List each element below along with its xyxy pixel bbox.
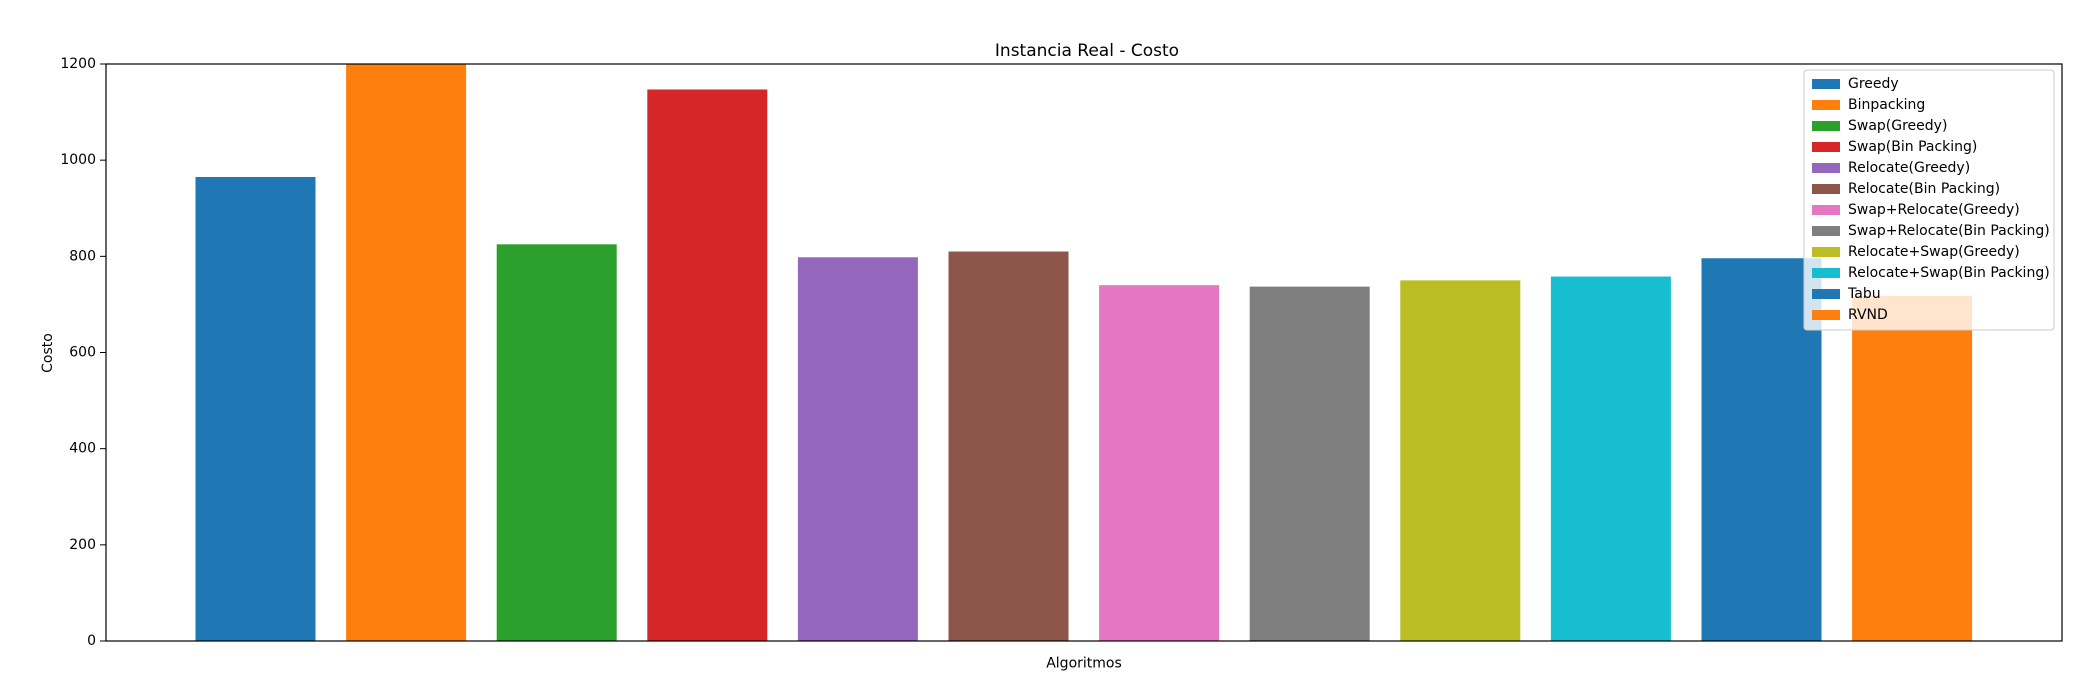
y-tick-label: 1200 bbox=[60, 56, 96, 72]
legend: Greedy Binpacking Swap(Greedy) Swap(Bin Pac… bbox=[1803, 69, 2055, 331]
bar-tabu bbox=[1701, 258, 1822, 641]
bar-relocate-swap-bin-packing- bbox=[1550, 276, 1671, 641]
legend-entry: Greedy bbox=[1848, 76, 1899, 92]
legend-swatch bbox=[1812, 310, 1840, 320]
legend-swatch bbox=[1812, 163, 1840, 173]
y-tick-label: 600 bbox=[69, 345, 96, 361]
legend-entry: Swap+Relocate(Greedy) bbox=[1848, 202, 2020, 218]
chart-title: Instancia Real - Costo bbox=[995, 41, 1179, 61]
y-tick-label: 200 bbox=[69, 537, 96, 553]
legend-entry: RVND bbox=[1848, 307, 1888, 323]
bar-binpacking bbox=[346, 64, 467, 641]
legend-swatch bbox=[1812, 289, 1840, 299]
bar-rvnd bbox=[1852, 295, 1973, 641]
bar-greedy bbox=[195, 176, 316, 641]
bars-group bbox=[195, 64, 1973, 641]
bar-relocate-swap-greedy- bbox=[1400, 280, 1521, 641]
legend-entry: Binpacking bbox=[1848, 97, 1925, 113]
bar-relocate-greedy- bbox=[797, 257, 918, 641]
legend-swatch bbox=[1812, 205, 1840, 215]
bar-swap-relocate-greedy- bbox=[1099, 285, 1220, 641]
legend-entry: Relocate(Bin Packing) bbox=[1848, 181, 2000, 197]
legend-entry: Swap(Greedy) bbox=[1848, 118, 1947, 134]
legend-entry: Swap+Relocate(Bin Packing) bbox=[1848, 223, 2050, 239]
legend-swatch bbox=[1812, 100, 1840, 110]
bar-swap-bin-packing- bbox=[647, 89, 768, 641]
bar-swap-greedy- bbox=[496, 244, 617, 641]
legend-swatch bbox=[1812, 79, 1840, 89]
legend-box bbox=[1803, 69, 2055, 331]
legend-swatch bbox=[1812, 268, 1840, 278]
y-axis: 0 200 400 600 800 1000 1200 bbox=[60, 56, 106, 649]
legend-swatch bbox=[1812, 247, 1840, 257]
legend-swatch bbox=[1812, 184, 1840, 194]
legend-swatch bbox=[1812, 226, 1840, 236]
bar-swap-relocate-bin-packing- bbox=[1249, 286, 1370, 641]
legend-swatch bbox=[1812, 121, 1840, 131]
y-axis-label: Costo bbox=[40, 333, 56, 373]
legend-entry: Relocate(Greedy) bbox=[1848, 160, 1970, 176]
legend-entry: Swap(Bin Packing) bbox=[1848, 139, 1977, 155]
y-tick-label: 1000 bbox=[60, 152, 96, 168]
x-axis-label: Algoritmos bbox=[1046, 656, 1122, 672]
y-tick-label: 400 bbox=[69, 441, 96, 457]
legend-swatch bbox=[1812, 142, 1840, 152]
legend-entry: Relocate+Swap(Greedy) bbox=[1848, 244, 2020, 260]
y-tick-label: 800 bbox=[69, 248, 96, 264]
legend-entry: Tabu bbox=[1847, 286, 1881, 302]
y-tick-label: 0 bbox=[87, 633, 96, 649]
bar-relocate-bin-packing- bbox=[948, 251, 1069, 641]
legend-entry: Relocate+Swap(Bin Packing) bbox=[1848, 265, 2050, 281]
